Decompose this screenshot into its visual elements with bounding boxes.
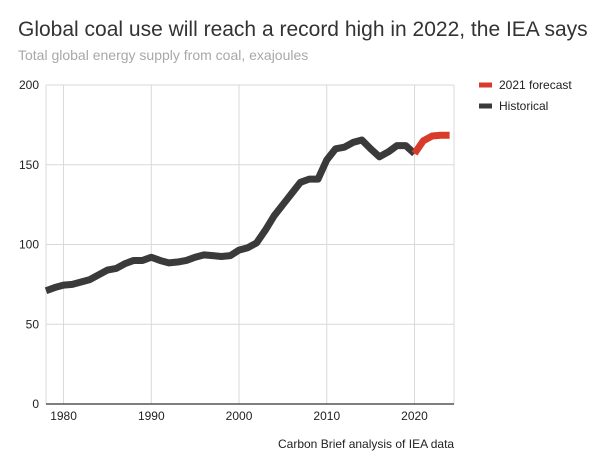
legend-label-2021-forecast: 2021 forecast xyxy=(499,78,572,92)
series-lines xyxy=(44,131,450,295)
source-note: Carbon Brief analysis of IEA data xyxy=(278,437,455,451)
series-line-2021-forecast xyxy=(411,131,450,156)
grid xyxy=(45,84,455,404)
chart-subtitle: Total global energy supply from coal, ex… xyxy=(18,47,309,63)
chart-title: Global coal use will reach a record high… xyxy=(18,18,588,41)
y-tick-label-100: 100 xyxy=(19,238,39,252)
axes: 0 50 100 150 200 1980 1990 2000 2010 2020 xyxy=(19,78,454,423)
x-tick-label-1990: 1990 xyxy=(138,409,165,423)
legend-label-historical: Historical xyxy=(499,99,548,113)
legend: 2021 forecast Historical xyxy=(479,78,572,113)
series-line-historical xyxy=(44,136,417,295)
y-tick-label-50: 50 xyxy=(26,317,40,331)
y-tick-label-150: 150 xyxy=(19,158,39,172)
y-tick-label-0: 0 xyxy=(32,397,39,411)
x-tick-label-2010: 2010 xyxy=(313,409,340,423)
x-tick-label-1980: 1980 xyxy=(50,409,77,423)
x-tick-label-2000: 2000 xyxy=(226,409,253,423)
x-tick-label-2020: 2020 xyxy=(401,409,428,423)
y-tick-label-200: 200 xyxy=(19,78,39,92)
